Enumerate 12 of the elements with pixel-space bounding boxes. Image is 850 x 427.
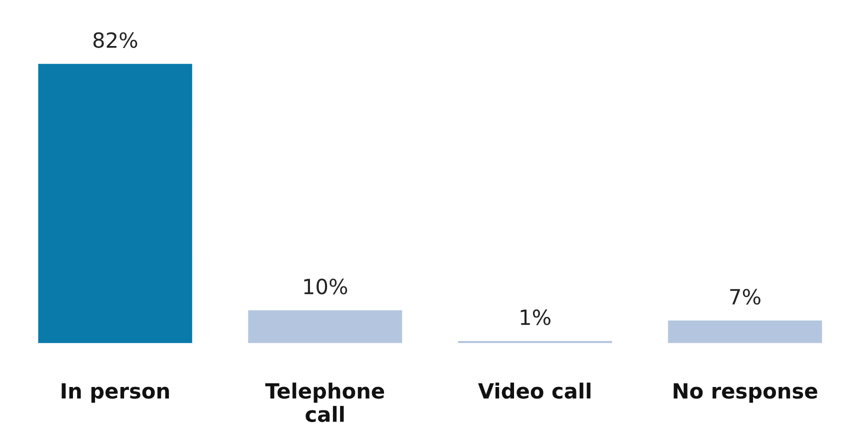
data-label: 82% — [93, 32, 138, 48]
x-tick-label: Telephone call — [265, 382, 384, 422]
data-label: 1% — [520, 309, 550, 326]
bar — [666, 319, 824, 344]
bar — [36, 62, 194, 344]
x-tick-label: In person — [62, 383, 169, 403]
bar — [456, 340, 614, 344]
x-tick-label: Video call — [478, 382, 590, 399]
bar — [246, 308, 404, 344]
data-label: 7% — [730, 288, 760, 305]
data-label: 10% — [304, 278, 348, 294]
x-tick-label: No response — [674, 383, 818, 403]
